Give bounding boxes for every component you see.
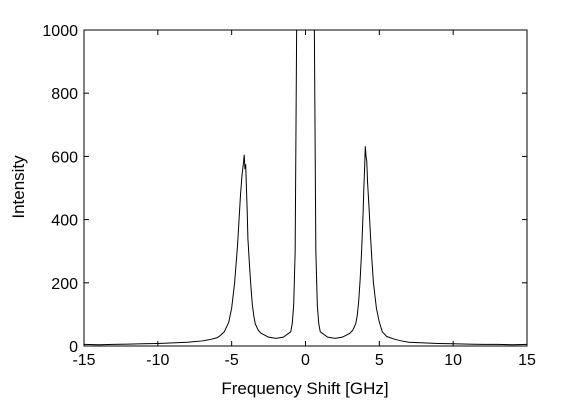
- plot-area: [83, 29, 528, 347]
- y-tick-label: 800: [51, 86, 78, 103]
- x-tick-label: -15: [72, 352, 95, 369]
- x-tick-label: -5: [225, 352, 239, 369]
- x-tick-label: 15: [518, 352, 536, 369]
- y-tick-label: 1000: [42, 23, 78, 40]
- x-tick-label: 5: [375, 352, 384, 369]
- y-axis-ticks: 0 200 400 600 800 1000: [42, 23, 527, 356]
- x-tick-label: 0: [301, 352, 310, 369]
- x-axis-ticks: -15 -10 -5 0 5 10 15: [72, 30, 536, 369]
- y-tick-label: 400: [51, 213, 78, 230]
- x-tick-label: 10: [444, 352, 462, 369]
- axes-frame: [83, 29, 528, 347]
- y-tick-label: 0: [69, 339, 78, 356]
- spectrum-line: [84, 30, 527, 346]
- x-tick-label: -10: [146, 352, 169, 369]
- y-tick-label: 200: [51, 276, 78, 293]
- x-axis-label: Frequency Shift [GHz]: [221, 379, 388, 398]
- y-tick-label: 600: [51, 149, 78, 166]
- y-axis-label: Intensity: [9, 155, 28, 219]
